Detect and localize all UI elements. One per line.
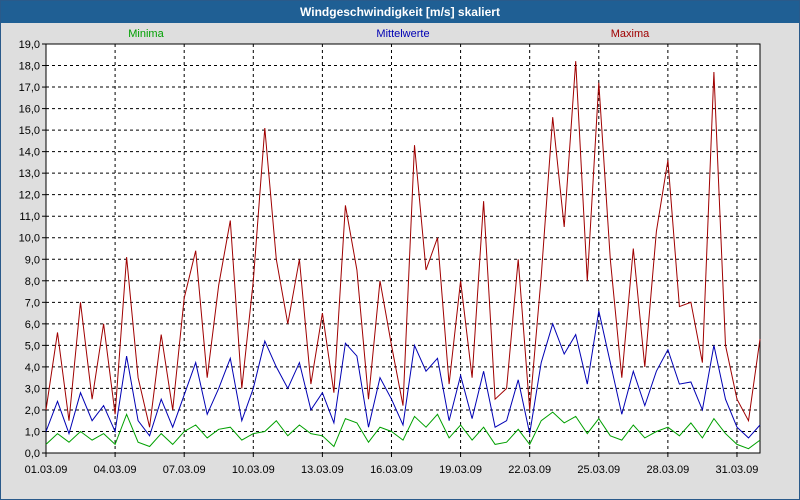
- y-tick-label: 17,0: [19, 82, 40, 94]
- x-axis-ticks: 01.03.09 04.03.09 07.03.09 10.03.09 13.03.09…: [25, 453, 759, 476]
- legend-label-minima: Minima: [128, 28, 164, 40]
- y-tick-label: 15,0: [19, 125, 40, 137]
- series-lines: [45, 61, 761, 450]
- series-line-maxima: [45, 61, 761, 428]
- x-tick-label: 01.03.09: [25, 464, 68, 476]
- y-tick-label: 14,0: [19, 147, 40, 159]
- x-tick-label: 25.03.09: [577, 464, 620, 476]
- x-tick-label: 22.03.09: [508, 464, 551, 476]
- legend-label-maxima: Maxima: [611, 28, 650, 40]
- y-tick-label: 4,0: [25, 362, 40, 374]
- series-line-mittelwerte: [45, 310, 761, 439]
- y-tick-label: 5,0: [25, 340, 40, 352]
- y-tick-label: 3,0: [25, 383, 40, 395]
- y-tick-label: 8,0: [25, 276, 40, 288]
- y-tick-label: 13,0: [19, 168, 40, 180]
- series-line-minima: [45, 411, 761, 450]
- x-tick-label: 04.03.09: [94, 464, 137, 476]
- y-tick-label: 6,0: [25, 319, 40, 331]
- window-title: Windgeschwindigkeit [m/s] skaliert: [1, 1, 799, 23]
- x-tick-label: 28.03.09: [646, 464, 689, 476]
- y-tick-label: 1,0: [25, 426, 40, 438]
- legend-label-mittelwerte: Mittelwerte: [376, 28, 429, 40]
- x-tick-label: 13.03.09: [301, 464, 344, 476]
- x-tick-label: 16.03.09: [370, 464, 413, 476]
- x-tick-label: 31.03.09: [716, 464, 759, 476]
- y-tick-label: 19,0: [19, 39, 40, 51]
- x-tick-label: 10.03.09: [232, 464, 275, 476]
- x-tick-label: 19.03.09: [439, 464, 482, 476]
- y-axis-ticks: 0,0 1,0 2,0 3,0 4,0 5,0 6,0 7,0 8,0 9,0 10,0 11,0 12…: [19, 39, 46, 460]
- legend: Minima Mittelwerte Maxima: [128, 28, 650, 40]
- y-tick-label: 16,0: [19, 104, 40, 116]
- y-tick-label: 2,0: [25, 405, 40, 417]
- y-tick-label: 7,0: [25, 297, 40, 309]
- chart-plot: 0,0 1,0 2,0 3,0 4,0 5,0 6,0 7,0 8,0 9,0 10,0 11,0 12…: [1, 24, 799, 499]
- y-tick-label: 18,0: [19, 61, 40, 73]
- y-tick-label: 9,0: [25, 254, 40, 266]
- y-tick-label: 10,0: [19, 233, 40, 245]
- y-tick-label: 11,0: [19, 211, 40, 223]
- y-tick-label: 12,0: [19, 190, 40, 202]
- grid-lines: [46, 43, 760, 453]
- x-tick-label: 07.03.09: [163, 464, 206, 476]
- y-tick-label: 0,0: [25, 448, 40, 460]
- plot-area: [45, 43, 761, 454]
